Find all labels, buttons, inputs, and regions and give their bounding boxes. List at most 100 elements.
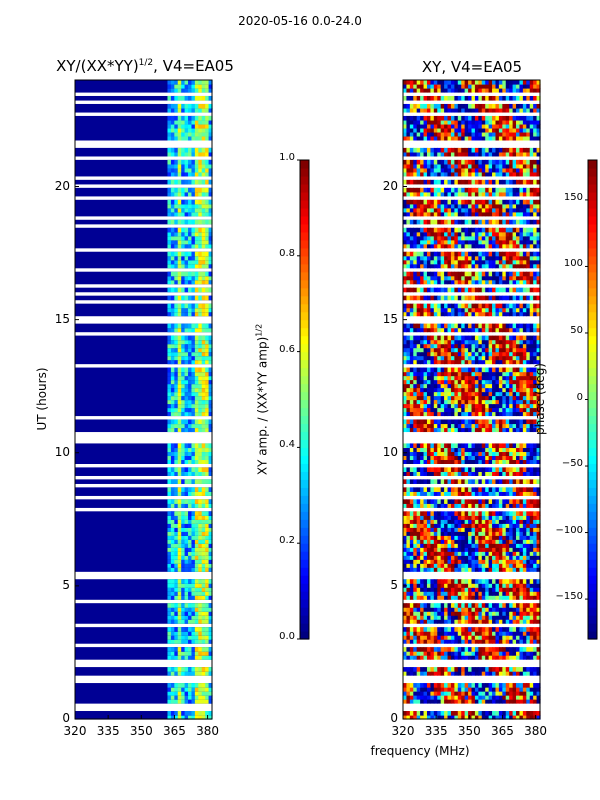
amp-cell xyxy=(170,259,175,265)
phase-cell xyxy=(522,715,527,720)
phase-cell xyxy=(450,523,455,528)
phase-cell xyxy=(478,419,483,425)
phase-cell xyxy=(426,699,431,704)
amp-cell xyxy=(188,615,193,620)
amp-cell xyxy=(201,231,206,237)
phase-cell xyxy=(502,711,507,716)
phase-cell xyxy=(488,379,493,385)
phase-cell xyxy=(471,579,476,584)
amp-cell xyxy=(167,699,172,704)
amp-cell xyxy=(167,627,172,632)
phase-cell xyxy=(413,655,418,660)
phase-cell xyxy=(454,311,459,317)
amp-cell xyxy=(191,115,196,121)
amp-cell xyxy=(208,639,213,644)
amp-cell xyxy=(167,491,172,496)
phase-cell xyxy=(498,399,503,405)
phase-cell xyxy=(420,367,425,373)
amp-cell xyxy=(208,167,213,173)
phase-cell xyxy=(488,547,493,552)
phase-cell xyxy=(468,395,473,401)
phase-cell xyxy=(481,651,486,656)
phase-cell xyxy=(474,371,479,377)
phase-cell xyxy=(433,359,438,365)
phase-cell xyxy=(485,295,490,301)
phase-cell xyxy=(522,563,527,568)
phase-cell xyxy=(526,691,531,696)
phase-cell xyxy=(485,639,490,644)
phase-cell xyxy=(433,559,438,564)
amp-cell xyxy=(194,699,199,704)
phase-cell xyxy=(406,395,411,401)
phase-cell xyxy=(529,559,534,564)
phase-cell xyxy=(413,595,418,600)
amp-cell xyxy=(201,251,206,257)
amp-cell xyxy=(205,123,210,129)
amp-cell xyxy=(184,259,189,265)
phase-cell xyxy=(440,427,445,433)
amp-cell xyxy=(167,191,172,197)
phase-cell xyxy=(416,355,421,361)
amp-cell xyxy=(174,303,179,309)
phase-cell xyxy=(416,391,421,397)
amp-cell xyxy=(167,127,172,133)
amp-cell xyxy=(181,275,186,281)
phase-cell xyxy=(420,471,425,476)
phase-cell xyxy=(536,627,541,632)
amp-row xyxy=(75,519,212,524)
phase-cell xyxy=(512,311,517,317)
phase-cell xyxy=(481,391,486,397)
amp-cell xyxy=(188,87,193,93)
phase-cell xyxy=(478,527,483,532)
phase-cell xyxy=(426,399,431,405)
phase-cell xyxy=(536,311,541,317)
phase-cell xyxy=(481,547,486,552)
amp-cell xyxy=(177,563,182,568)
phase-cell xyxy=(481,295,486,301)
amp-cell xyxy=(184,451,189,457)
phase-cell xyxy=(498,531,503,536)
phase-cell xyxy=(464,407,469,413)
amp-cell xyxy=(167,603,172,608)
phase-cell xyxy=(488,343,493,349)
phase-cell xyxy=(526,383,531,389)
phase-cell xyxy=(533,523,538,528)
amp-cell xyxy=(188,231,193,237)
amp-cell xyxy=(194,327,199,333)
phase-cell xyxy=(437,559,442,564)
phase-cell xyxy=(512,543,517,548)
phase-cell xyxy=(526,583,531,588)
amp-cell xyxy=(198,523,203,528)
phase-cell xyxy=(457,467,462,472)
phase-cell xyxy=(440,547,445,552)
phase-cell xyxy=(526,503,531,508)
phase-cell xyxy=(423,335,428,341)
phase-cell xyxy=(457,515,462,520)
phase-cell xyxy=(420,355,425,361)
phase-cell xyxy=(488,395,493,401)
phase-cell xyxy=(413,479,418,484)
amp-cell xyxy=(188,559,193,564)
amp-cell xyxy=(167,543,172,548)
amp-cell xyxy=(181,639,186,644)
phase-cell xyxy=(468,607,473,612)
amp-cell xyxy=(205,579,210,584)
amp-cell xyxy=(184,307,189,313)
phase-cell xyxy=(492,531,497,536)
phase-cell xyxy=(423,603,428,608)
phase-cell xyxy=(454,327,459,333)
amp-cell xyxy=(198,671,203,676)
phase-cell xyxy=(498,287,503,293)
phase-cell xyxy=(529,631,534,636)
phase-cell xyxy=(478,327,483,333)
phase-cell xyxy=(437,687,442,692)
amp-cell xyxy=(167,307,172,313)
phase-cell xyxy=(461,715,466,720)
phase-cell xyxy=(413,403,418,409)
phase-cell xyxy=(440,347,445,353)
phase-cell xyxy=(478,535,483,540)
amp-cell xyxy=(194,303,199,309)
phase-cell xyxy=(464,631,469,636)
phase-cell xyxy=(437,535,442,540)
amp-cell xyxy=(208,383,213,389)
